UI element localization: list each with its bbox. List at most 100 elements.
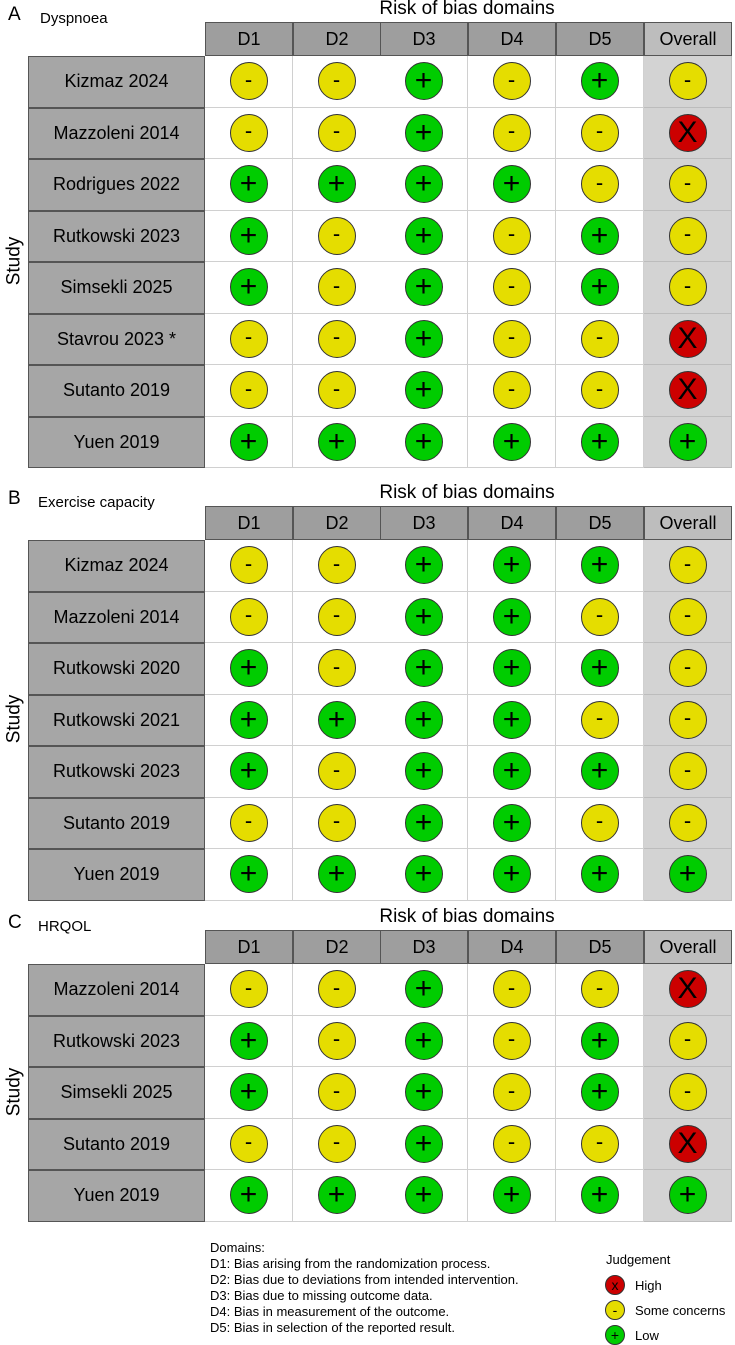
judgement-symbol: - [507,272,516,298]
panel-c-cell-d3: + [380,1170,468,1222]
judgement-low-dot: + [492,422,531,461]
panel-b-header-d3: D3 [380,506,468,540]
judgement-symbol: + [414,218,433,252]
judgement-symbol: + [414,857,433,891]
judgement-symbol: - [595,974,604,1000]
panel-b-cell-overall: + [644,849,732,901]
judgement-symbol: + [414,321,433,355]
panel-c-cell-d4: - [468,1015,556,1067]
panel-b-cell-d2: + [293,694,381,746]
panel-b-cell-d2: - [293,746,381,798]
judgement-symbol: + [414,1023,433,1057]
judgement-low-dot: + [492,597,531,636]
panel-b-study-label: Rutkowski 2023 [28,746,205,798]
judgement-some-dot: - [492,268,531,307]
judgement-symbol: + [590,64,609,98]
judgement-low-dot: + [580,546,619,585]
judgement-some-dot: - [317,1073,356,1112]
panel-b-header-overall: Overall [644,506,732,540]
judgement-some-dot: - [317,1021,356,1060]
judgement-low-dot: + [404,970,443,1009]
panel-a-letter: A [8,4,21,25]
judgement-some-dot: - [668,649,707,688]
judgement-some-dot: - [317,649,356,688]
judgement-low-dot: + [580,649,619,688]
judgement-some-dot: - [492,216,531,255]
panel-a-cell-overall: X [644,365,732,417]
panel-b-title: Risk of bias domains [379,482,555,503]
judgement-symbol: + [502,651,521,685]
judgement-symbol: + [590,857,609,891]
judgement-symbol: - [244,66,253,92]
judgement-symbol: + [590,1075,609,1109]
panel-a-cell-d4: - [468,313,556,365]
judgement-symbol: + [327,1178,346,1212]
judgement-some-dot: - [580,803,619,842]
judgement-symbol: + [590,1178,609,1212]
judgement-symbol: + [414,1178,433,1212]
judgement-symbol: + [414,1126,433,1160]
judgement-symbol: + [502,1178,521,1212]
judgement-symbol: X [677,373,698,407]
panel-b-cell-d1: + [205,849,293,901]
judgement-some-dot: - [229,371,268,410]
judgement-some-dot: - [229,970,268,1009]
panel-a-header-d5: D5 [556,22,644,56]
panel-b-cell-d4: + [468,797,556,849]
judgement-low-dot: + [580,752,619,791]
judgement-symbol: + [414,373,433,407]
panel-c-cell-d4: - [468,1067,556,1119]
judgement-low-dot: + [580,1073,619,1112]
judgement-symbol: - [244,550,253,576]
panel-a-cell-overall: - [644,159,732,211]
judgement-some-dot: - [492,970,531,1009]
judgement-some-dot: - [668,216,707,255]
panel-c-cell-d3: + [380,1067,468,1119]
judgement-high-dot: X [668,970,707,1009]
panel-a-cell-d2: - [293,313,381,365]
panel-a-cell-d5: + [556,262,644,314]
panel-b-cell-overall: - [644,643,732,695]
judgement-some-dot: - [317,1124,356,1163]
judgement-symbol: - [683,169,692,195]
panel-a-header-d2: D2 [293,22,381,56]
panel-c-subtitle: HRQOL [38,918,92,935]
panel-c-cell-d2: - [293,1015,381,1067]
judgement-symbol: - [244,324,253,350]
panel-b-cell-d5: + [556,643,644,695]
panel-a-cell-d5: - [556,159,644,211]
judgement-symbol: + [678,1178,697,1212]
judgement-low-dot: + [229,165,268,204]
judgement-symbol: + [327,167,346,201]
judgement-low-dot: + [229,422,268,461]
judgement-low-dot: + [317,422,356,461]
judgement-symbol: + [590,424,609,458]
judgement-some-dot: - [229,62,268,101]
panel-a-cell-d1: + [205,210,293,262]
judgement-symbol: + [239,1075,258,1109]
panel-b-cell-d3: + [380,643,468,695]
judgement-low-dot: + [404,1176,443,1215]
judgement-low-dot: + [668,855,707,894]
judgement-symbol: + [414,64,433,98]
panel-a-study-label: Yuen 2019 [28,416,205,468]
judgement-low-dot: + [580,1176,619,1215]
judgement-symbol: + [502,754,521,788]
judgement-low-dot: + [404,803,443,842]
panel-a-study-label: Stavrou 2023 * [28,313,205,365]
judgement-symbol: - [332,1077,341,1103]
judgement-legend-title: Judgement [606,1252,671,1267]
panel-a-cell-d4: - [468,56,556,108]
judgement-legend-high-dot: x [605,1275,625,1295]
judgement-low-dot: + [492,855,531,894]
panel-a-cell-overall: - [644,210,732,262]
judgement-high-dot: X [668,1124,707,1163]
judgement-low-dot: + [229,216,268,255]
judgement-some-dot: - [492,62,531,101]
panel-b-cell-d1: - [205,591,293,643]
judgement-symbol: + [327,857,346,891]
judgement-symbol: + [502,857,521,891]
judgement-symbol: - [332,272,341,298]
panel-a-cell-d1: - [205,313,293,365]
judgement-some-dot: - [492,113,531,152]
